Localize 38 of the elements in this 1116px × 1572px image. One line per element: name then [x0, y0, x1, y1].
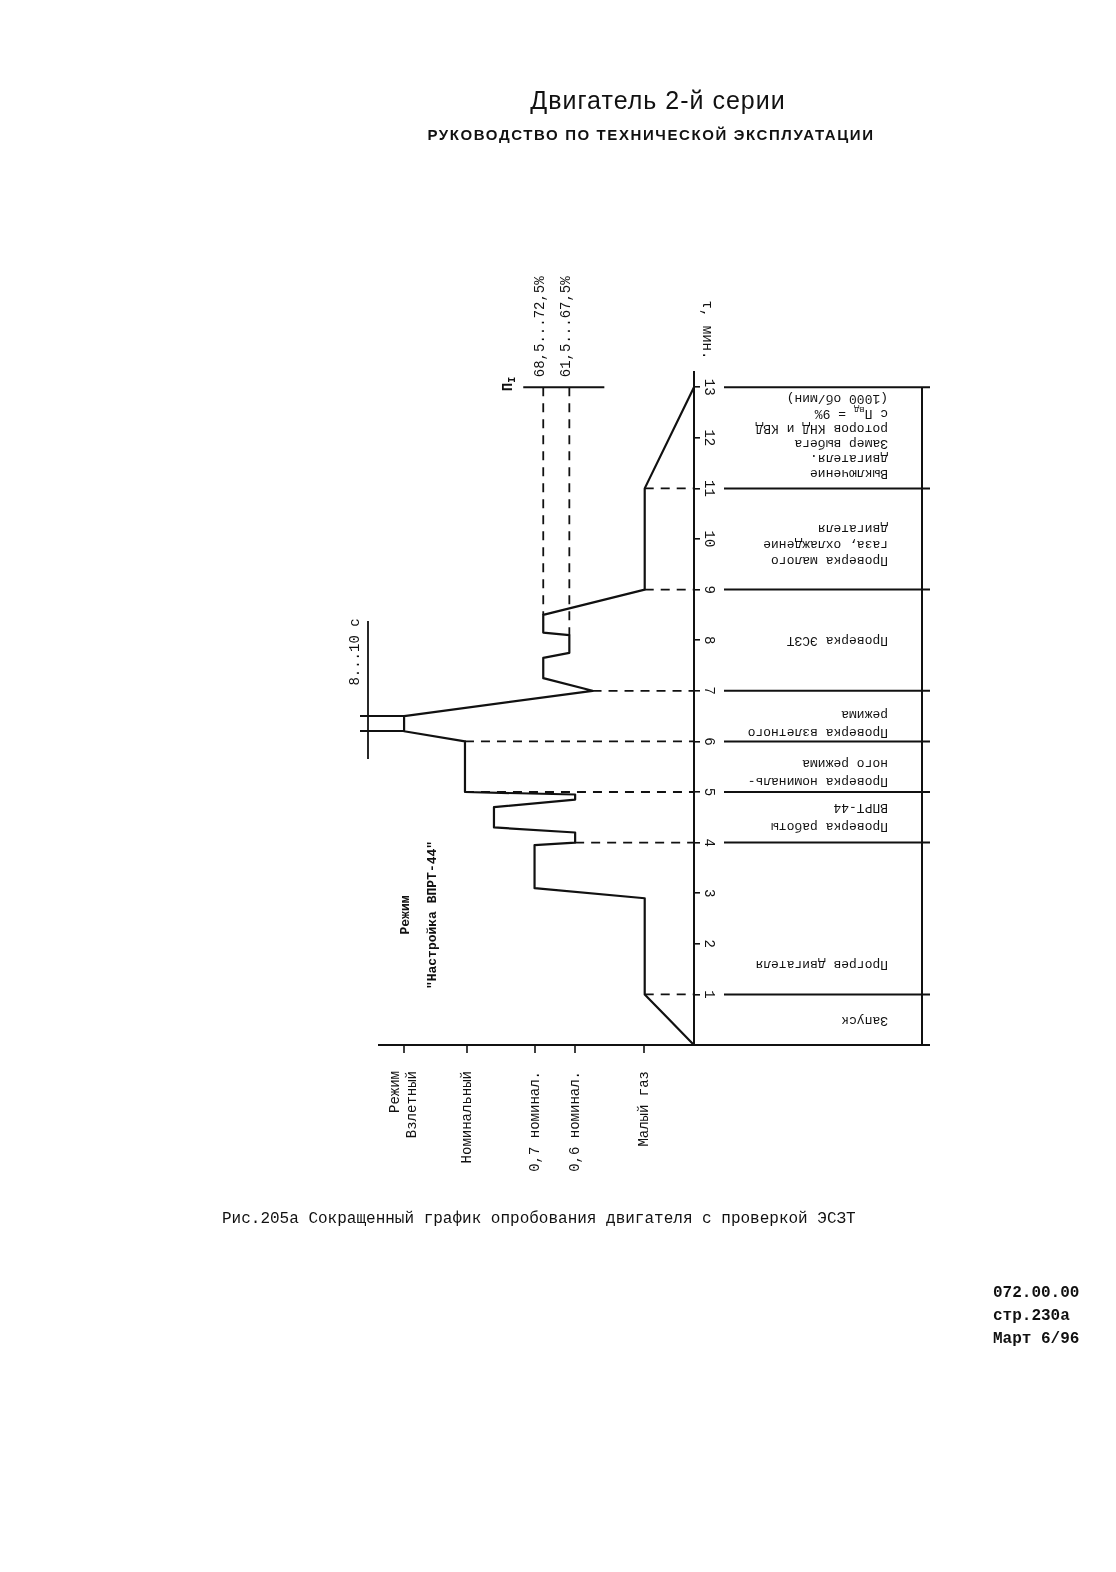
annotation: Режим "Настройка ВПРТ-44": [397, 840, 440, 990]
text: Режим Взлетный: [387, 1070, 421, 1139]
text: Прогрев двигателя: [755, 956, 888, 972]
text: стр.230а: [993, 1306, 1071, 1327]
chart-title: Двигатель 2-й серии: [529, 86, 787, 115]
y-tick-label: 10: [701, 530, 718, 548]
text: 0,6 номинал.: [566, 1070, 583, 1172]
y-tick-label: 1: [701, 990, 718, 999]
y-tick-label: 7: [701, 686, 718, 695]
ref-line-label: 68,5...72,5%: [531, 275, 548, 378]
y-tick-label: 4: [701, 838, 718, 847]
y-tick-label: 11: [701, 479, 718, 497]
y-axis-title: τ, мин.: [699, 300, 716, 360]
text: 8...10 с: [346, 618, 363, 686]
text: 072.00.00: [993, 1283, 1080, 1304]
text: Проверка работы ВПРТ-44: [770, 800, 888, 835]
y-tick-label: 3: [701, 888, 718, 898]
y-tick-label: 6: [701, 737, 718, 746]
chart-subtitle: РУКОВОДСТВО ПО ТЕХНИЧЕСКОЙ ЭКСПЛУАТАЦИИ: [426, 126, 876, 143]
y-tick-label: 12: [701, 429, 718, 447]
y-tick-label: 2: [701, 939, 718, 948]
text: Проверка малого газа, охлаждение двигателя: [763, 520, 888, 568]
text: Запуск: [840, 1012, 888, 1028]
text: Март 6/96: [993, 1329, 1080, 1350]
annotation: ПI: [499, 376, 518, 392]
ref-line-label: 61,5...67,5%: [558, 275, 575, 378]
text: Проверка номиналь- ного режима: [747, 755, 888, 789]
text: 0,7 номинал.: [526, 1070, 543, 1172]
y-tick-label: 13: [701, 378, 718, 396]
text: Выключение двигателя. Замер выбега роторов КНД и КВД с Пвд = 9% (1000 об/мин): [755, 391, 888, 482]
y-tick-label: 8: [701, 635, 718, 645]
y-tick-label: 5: [701, 787, 718, 797]
text: Малый газ: [635, 1070, 652, 1147]
text: Проверка взлетного режима: [747, 706, 888, 740]
y-tick-label: 9: [701, 585, 718, 594]
text: Рис.205а Сокращенный график опробования двигателя с проверкой ЭСЗТ: [222, 1210, 856, 1228]
text: Проверка ЭСЗТ: [786, 632, 888, 648]
text: Номинальный: [458, 1070, 475, 1164]
